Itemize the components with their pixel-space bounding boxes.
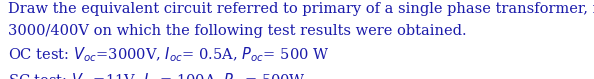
Text: SC test: $V_{sc}$=11V, $I_{sc}$= 100A, $P_{sc}$= 500W: SC test: $V_{sc}$=11V, $I_{sc}$= 100A, $… [8, 71, 306, 79]
Text: 3000/400V on which the following test results were obtained.: 3000/400V on which the following test re… [8, 24, 466, 38]
Text: Draw the equivalent circuit referred to primary of a single phase transformer, r: Draw the equivalent circuit referred to … [8, 2, 594, 16]
Text: OC test: $V_{oc}$=3000V, $I_{oc}$= 0.5A, $P_{oc}$= 500 W: OC test: $V_{oc}$=3000V, $I_{oc}$= 0.5A,… [8, 45, 329, 64]
